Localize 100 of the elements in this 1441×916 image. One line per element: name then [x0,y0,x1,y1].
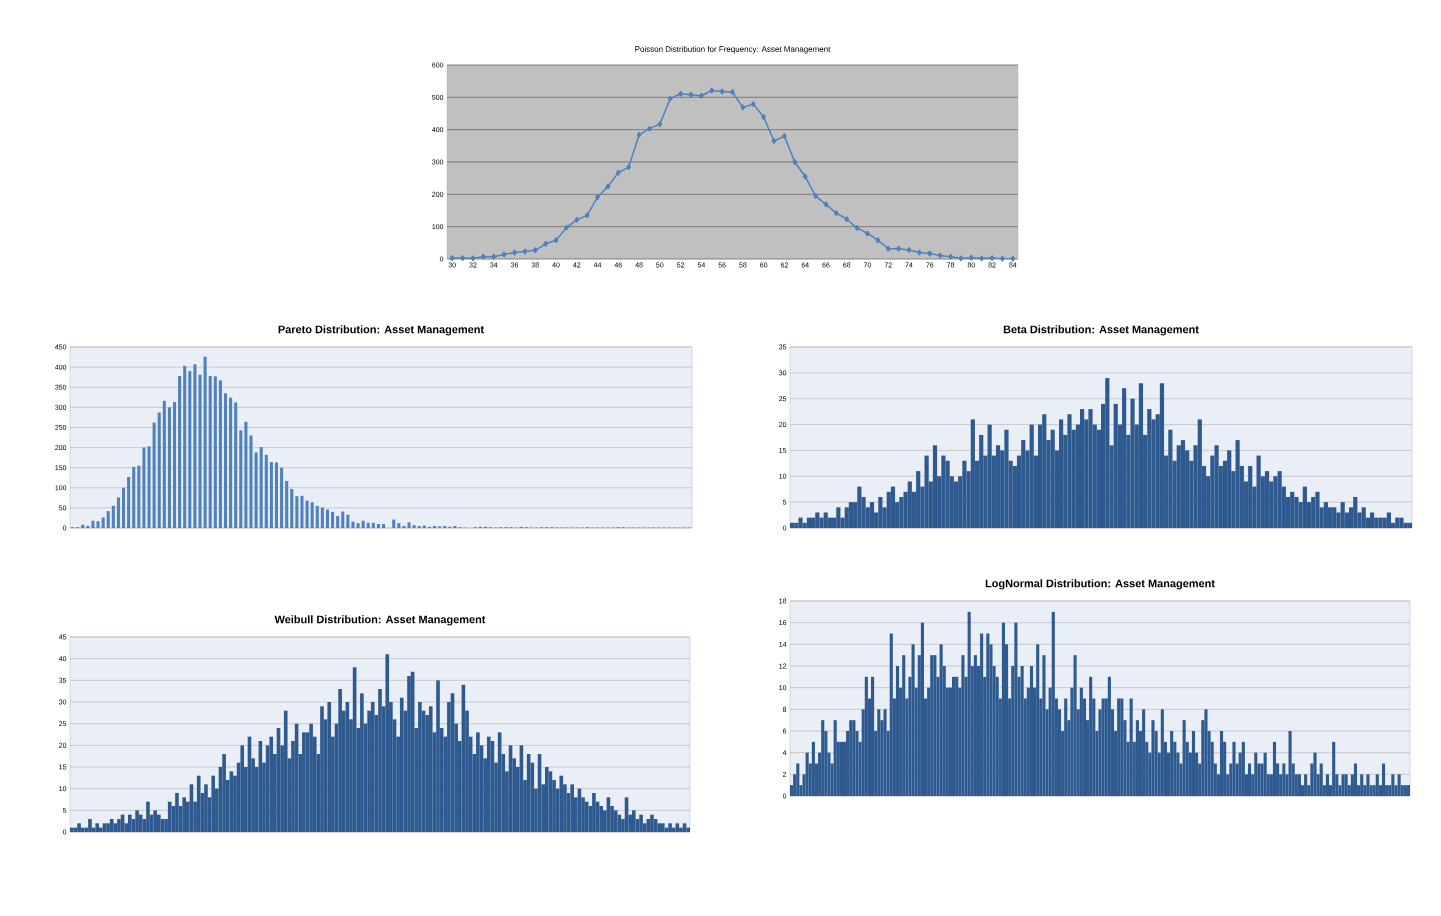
bar [70,827,74,832]
bar [930,655,934,796]
chart-title: LogNormal Distribution: Asset Management [985,579,1215,590]
bar [939,644,943,796]
bar [101,517,105,528]
point [595,194,600,201]
bar [1263,752,1267,796]
bar [300,495,304,528]
point [480,253,486,260]
bar [1151,720,1155,796]
point [574,216,580,223]
bar [544,767,549,832]
bar [1050,429,1055,528]
bar [1014,622,1018,796]
point [844,216,850,223]
bar [1353,763,1358,796]
bar [902,655,906,796]
bar [1332,507,1337,528]
bar [111,505,115,528]
bar [283,710,288,832]
bar [1395,517,1400,528]
bar [1021,440,1026,528]
bar [1344,774,1348,796]
bar [135,810,139,832]
bar [1235,440,1240,528]
bar [890,486,896,528]
bar [1369,512,1375,528]
bar [320,706,324,832]
bar [1067,414,1072,528]
bar [80,827,85,832]
bar [240,745,245,832]
bar [1058,419,1064,528]
bar [1160,709,1164,796]
point [854,225,860,231]
bar [933,655,937,796]
bar [1001,622,1005,796]
bar [794,522,799,528]
bar [790,522,795,528]
bar [631,810,636,832]
bar [1302,486,1307,528]
bar [1042,655,1046,796]
bar [911,644,915,796]
bar [310,502,314,528]
bar [796,763,800,796]
bar [331,511,335,528]
bar [1117,698,1121,796]
bar [679,827,683,832]
bar [1042,414,1047,528]
bar [305,500,309,528]
point [709,87,715,94]
bar [196,775,201,832]
bar [878,496,883,528]
bar [1311,496,1316,528]
bar [218,380,222,528]
bar [99,827,103,832]
bar [849,720,853,796]
bar [1341,774,1345,796]
bar [811,741,815,796]
bar [412,525,416,528]
point [833,210,839,217]
point [979,255,985,262]
bar [223,393,228,528]
bar [852,720,856,796]
point [937,252,943,259]
bar [128,814,132,832]
bar [979,434,984,528]
bar [106,511,110,528]
point [958,255,964,262]
bar [392,519,396,528]
bar [443,525,447,528]
point [460,255,465,261]
bar [671,827,676,832]
bar [945,460,950,528]
bar [833,720,837,796]
point [948,253,953,260]
bar [836,507,841,528]
bar [1360,774,1364,796]
bar [1182,720,1186,796]
point [678,90,683,97]
point [771,138,777,144]
bar [1256,455,1261,528]
bar [1180,440,1186,528]
point [647,125,652,132]
point [532,247,538,254]
bar [382,523,386,528]
bar [341,511,345,528]
bar [686,827,690,832]
bar [88,819,92,832]
bar [1403,522,1408,528]
bar [157,814,161,832]
bar [961,655,965,796]
bar [864,676,868,796]
bar [1325,774,1330,796]
bar [895,666,900,796]
bar [802,522,807,528]
bar [167,407,171,528]
bar [153,810,158,832]
bar [366,522,370,528]
bar [132,466,136,528]
point [615,169,621,176]
